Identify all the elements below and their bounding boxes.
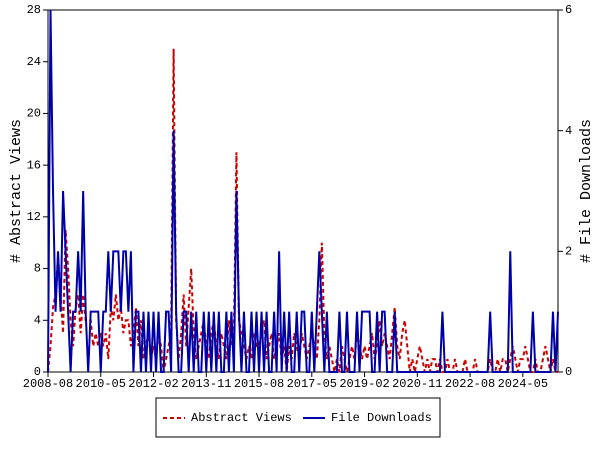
- y-tick-label: 16: [27, 158, 41, 172]
- y-tick-label: 28: [27, 3, 41, 17]
- y2-tick-label: 6: [565, 3, 572, 17]
- legend-label: File Downloads: [331, 411, 432, 425]
- y-tick-label: 4: [34, 313, 41, 327]
- x-tick-label: 2017-05: [287, 377, 337, 391]
- y-tick-label: 0: [34, 365, 41, 379]
- data-line: [47, 48, 558, 373]
- x-tick-label: 2013-11: [181, 377, 231, 391]
- legend-label: Abstract Views: [191, 411, 292, 425]
- x-tick-label: 2012-02: [128, 377, 178, 391]
- y-tick-label: 20: [27, 107, 41, 121]
- y-axis-title: # Abstract Views: [8, 119, 25, 263]
- legend-box: [155, 397, 441, 438]
- plot-frame: [47, 9, 559, 373]
- x-tick-label: 2015-08: [234, 377, 284, 391]
- y2-axis-title: # File Downloads: [578, 119, 595, 263]
- y-tick-label: 24: [27, 55, 41, 69]
- x-tick-label: 2010-05: [76, 377, 126, 391]
- y2-tick-label: 0: [565, 365, 572, 379]
- x-tick-label: 2008-08: [23, 377, 73, 391]
- y2-tick-label: 4: [565, 124, 572, 138]
- x-tick-label: 2019-02: [339, 377, 389, 391]
- y2-tick-label: 2: [565, 245, 572, 259]
- x-tick-label: 2022-08: [445, 377, 495, 391]
- data-line: [47, 9, 559, 373]
- y-tick-label: 8: [34, 262, 41, 276]
- x-tick-label: 2020-11: [392, 377, 442, 391]
- y-tick-label: 12: [27, 210, 41, 224]
- x-tick-label: 2024-05: [498, 377, 548, 391]
